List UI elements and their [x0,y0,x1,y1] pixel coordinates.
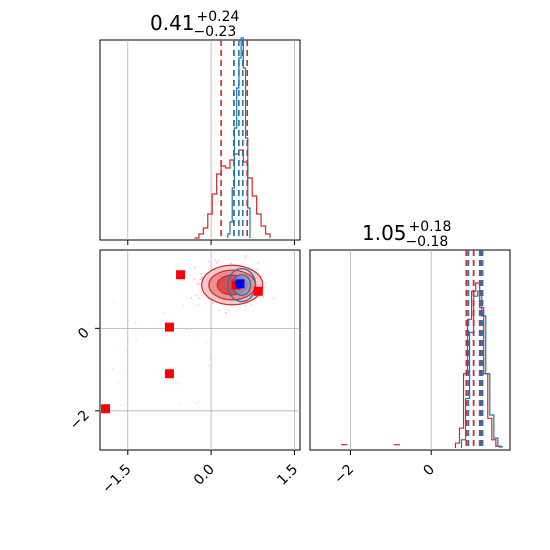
joint-sample-point [135,339,138,342]
joint-red-marker-4 [253,286,263,296]
joint-sample-point [193,278,196,281]
joint-red-marker-0 [176,270,186,280]
joint-xtick-label-0: −1.5 [99,462,134,497]
joint-sample-point [211,302,214,304]
joint-blue-marker-0 [235,279,245,289]
joint-sample-point [135,321,137,324]
marginal-1-title: 1.05 +0.18 −0.18 [362,219,451,250]
joint-sample-point [197,304,199,307]
joint-frame [99,249,301,451]
joint-sample-point [200,273,203,276]
joint-sample-point [113,301,115,304]
joint-sample-point [201,276,204,279]
marginal-1-frame [309,249,511,451]
joint-panel: −1.5 0.0 1.5 0 −2 [67,249,301,497]
joint-sample-point [198,297,201,300]
joint-sample-point [195,402,197,405]
joint-sample-point [196,282,199,285]
joint-sample-point [244,304,247,307]
joint-red-marker-3 [101,404,111,414]
joint-ytick-label-0: 0 [75,325,93,343]
joint-sample-point [127,320,130,322]
marginal-0-title-value: 0.41 [150,11,195,35]
joint-sample-point [244,257,247,259]
marginal-1-panel: −2 0 [309,249,511,488]
marginal-1-title-plus: +0.18 [409,219,452,235]
marginal-0-title: 0.41 +0.24 −0.23 [150,9,240,40]
joint-sample-point [177,382,179,385]
marginal-1-red-histogram [454,282,501,448]
joint-sample-point [120,404,123,406]
joint-xtick-label-1: 0.0 [191,462,218,489]
joint-sample-point [199,278,202,281]
marginal-1-title-minus: −0.18 [405,234,448,250]
joint-sample-point [193,266,196,269]
marginal-0-panel [99,37,301,245]
joint-sample-point [208,365,210,367]
joint-sample-point [182,304,185,307]
marginal-1-title-value: 1.05 [362,221,407,245]
joint-sample-point [245,255,247,257]
marginal-0-blue-histogram [227,37,251,238]
joint-red-marker-1 [164,322,174,332]
marginal-0-title-plus: +0.24 [197,9,240,25]
joint-sample-point [273,297,275,300]
marginal-1-xtick-label-0: −2 [331,462,357,488]
marginal-0-title-minus: −0.23 [193,24,236,40]
joint-sample-point [205,341,208,343]
joint-sample-point [190,297,193,300]
joint-red-marker-2 [164,369,174,379]
joint-sample-point [163,311,166,314]
marginal-0-frame [99,39,301,241]
joint-sample-point [198,400,201,403]
joint-sample-point [196,294,198,297]
joint-sample-point [224,311,227,314]
joint-xtick-label-2: 1.5 [274,462,301,489]
joint-sample-point [257,262,260,264]
joint-sample-point [218,309,221,312]
joint-sample-point [185,328,188,331]
joint-sample-point [179,403,182,406]
marginal-1-xtick-label-1: 0 [420,462,438,480]
joint-sample-point [217,260,220,263]
joint-sample-point [125,349,128,351]
joint-ytick-label-1: −2 [67,407,93,433]
joint-sample-point [215,262,218,264]
joint-sample-point [207,260,210,263]
joint-sample-point [262,296,265,299]
joint-sample-point [230,262,233,265]
joint-blue-contour-0 [227,267,257,303]
joint-sample-point [265,282,267,284]
joint-sample-point [228,309,230,311]
joint-sample-point [250,303,253,306]
joint-sample-point [111,368,114,370]
joint-sample-point [256,268,259,271]
joint-sample-point [209,358,212,360]
joint-sample-point [117,381,120,383]
joint-sample-point [214,258,217,261]
